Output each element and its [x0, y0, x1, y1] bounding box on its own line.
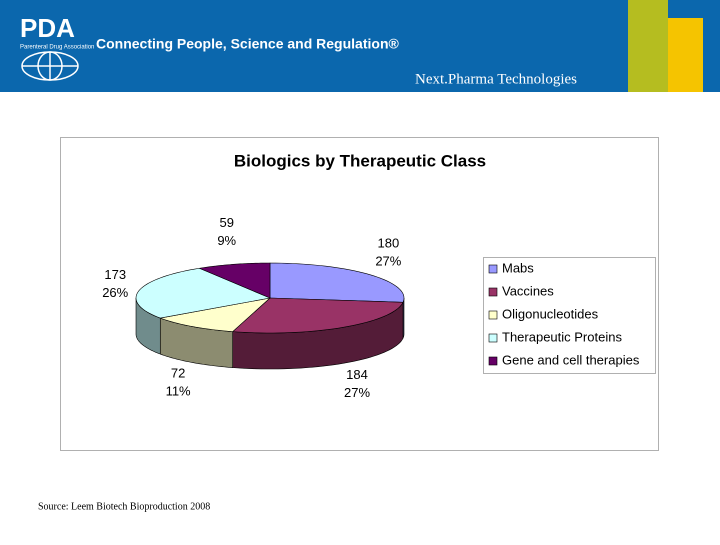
- value-label: 180: [377, 235, 399, 250]
- pie-slice: [159, 297, 271, 332]
- value-label: 173: [104, 267, 126, 282]
- header-band: [0, 0, 720, 92]
- percent-label: 26%: [102, 285, 128, 300]
- logo-text: PDA: [20, 13, 75, 43]
- legend-swatch: [488, 287, 498, 297]
- legend-swatch: [488, 356, 498, 366]
- percent-label: 11%: [166, 384, 191, 399]
- pie-slice: [198, 262, 271, 299]
- pie-slice: [269, 262, 405, 303]
- legend-label: Therapeutic Proteins: [502, 329, 622, 344]
- percent-label: 9%: [217, 233, 236, 248]
- legend-label: Vaccines: [502, 283, 554, 298]
- legend-frame: [483, 257, 656, 374]
- percent-label: 27%: [375, 253, 401, 268]
- value-label: 184: [346, 367, 368, 382]
- value-label: 59: [219, 215, 233, 230]
- source: Source: Leem Biotech Bioproduction 2008: [38, 501, 210, 512]
- value-label: 72: [171, 366, 185, 381]
- chart-title: Biologics by Therapeutic Class: [234, 151, 486, 170]
- legend-label: Gene and cell therapies: [502, 352, 640, 367]
- legend-swatch: [488, 333, 498, 343]
- percent-label: 27%: [344, 385, 370, 400]
- logo-org: Parenteral Drug Association: [20, 45, 94, 51]
- logo-globe: [21, 51, 79, 81]
- tagline: Connecting People, Science and Regulatio…: [96, 36, 399, 52]
- pie-slice: [135, 267, 272, 319]
- legend-swatch: [488, 310, 498, 320]
- legend-label: Oligonucleotides: [502, 306, 599, 321]
- accent-green: [628, 0, 668, 92]
- legend-swatch: [488, 264, 498, 274]
- accent-yellow: [668, 18, 703, 92]
- pie-slice: [231, 297, 404, 334]
- legend-label: Mabs: [502, 260, 534, 275]
- company: Next.Pharma Technologies: [415, 71, 577, 87]
